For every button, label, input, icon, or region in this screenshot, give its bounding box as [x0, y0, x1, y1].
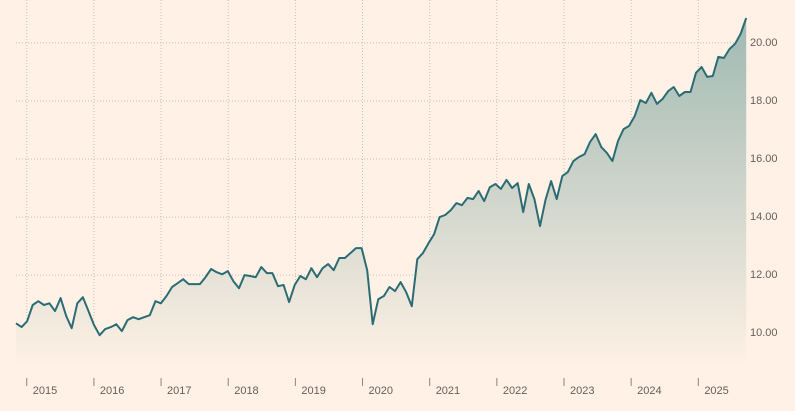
y-tick-label: 16.00: [750, 153, 778, 165]
x-tick-label: 2016: [100, 385, 124, 397]
x-tick-label: 2025: [704, 385, 728, 397]
price-line: [15, 17, 748, 337]
x-tick-label: 2018: [234, 385, 258, 397]
y-tick-label: 10.00: [750, 327, 778, 339]
y-tick-label: 20.00: [750, 37, 778, 49]
x-tick-label: 2015: [33, 385, 57, 397]
y-tick-label: 18.00: [750, 95, 778, 107]
x-tick-label: 2022: [503, 385, 527, 397]
x-tick-label: 2021: [436, 385, 460, 397]
x-tick-label: 2020: [369, 385, 393, 397]
area-fill: [16, 18, 747, 368]
x-tick-label: 2023: [570, 385, 594, 397]
x-tick-label: 2017: [167, 385, 191, 397]
y-tick-label: 12.00: [750, 269, 778, 281]
y-tick-label: 14.00: [750, 211, 778, 223]
x-tick-label: 2024: [637, 385, 661, 397]
x-tick-label: 2019: [301, 385, 325, 397]
